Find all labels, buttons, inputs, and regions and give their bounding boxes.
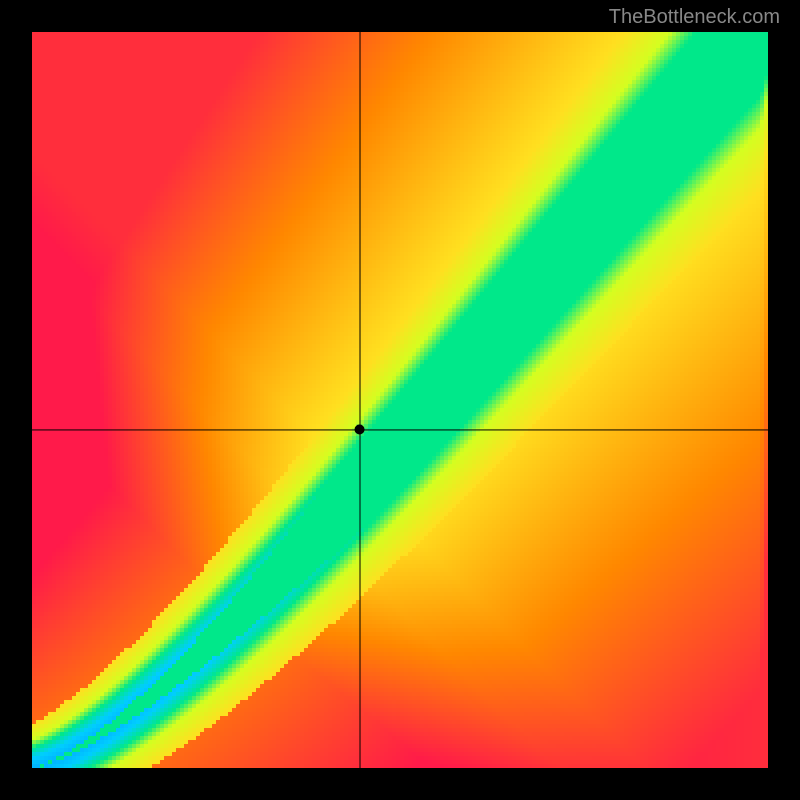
chart-container: TheBottleneck.com bbox=[0, 0, 800, 800]
watermark-text: TheBottleneck.com bbox=[609, 6, 780, 29]
plot-area bbox=[32, 32, 768, 768]
heatmap-canvas bbox=[32, 32, 768, 768]
